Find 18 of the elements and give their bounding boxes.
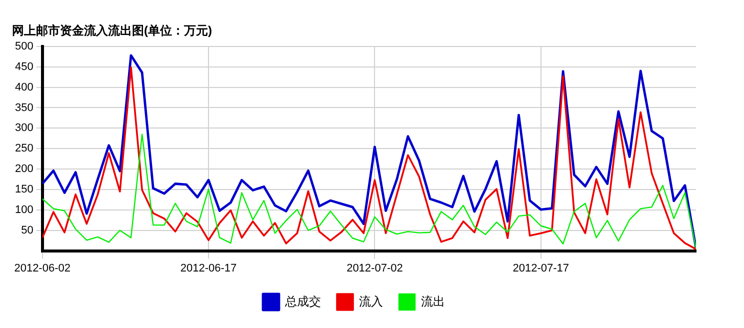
y-tick-label: 350	[14, 102, 34, 114]
legend-label: 总成交	[284, 294, 321, 308]
y-tick-label: 450	[14, 60, 34, 73]
y-tick-label: 150	[14, 184, 34, 196]
y-tick-label: 300	[14, 122, 34, 134]
chart-title: 网上邮市资金流入流出图(单位：万元)	[12, 24, 212, 38]
legend-label: 流出	[421, 294, 445, 308]
x-tick-label: 2012-07-17	[512, 262, 570, 274]
x-tick-label: 2012-07-02	[346, 262, 403, 274]
y-tick-label: 250	[14, 142, 34, 155]
y-tick-label: 400	[14, 81, 34, 94]
x-tick-label: 2012-06-02	[14, 262, 70, 274]
y-tick-label: 500	[14, 40, 34, 52]
y-tick-label: 100	[14, 204, 34, 216]
legend-label: 流入	[359, 294, 383, 308]
x-tick-label: 2012-06-17	[180, 262, 237, 274]
y-tick-label: 200	[14, 163, 34, 176]
y-tick-label: 50	[21, 224, 34, 236]
